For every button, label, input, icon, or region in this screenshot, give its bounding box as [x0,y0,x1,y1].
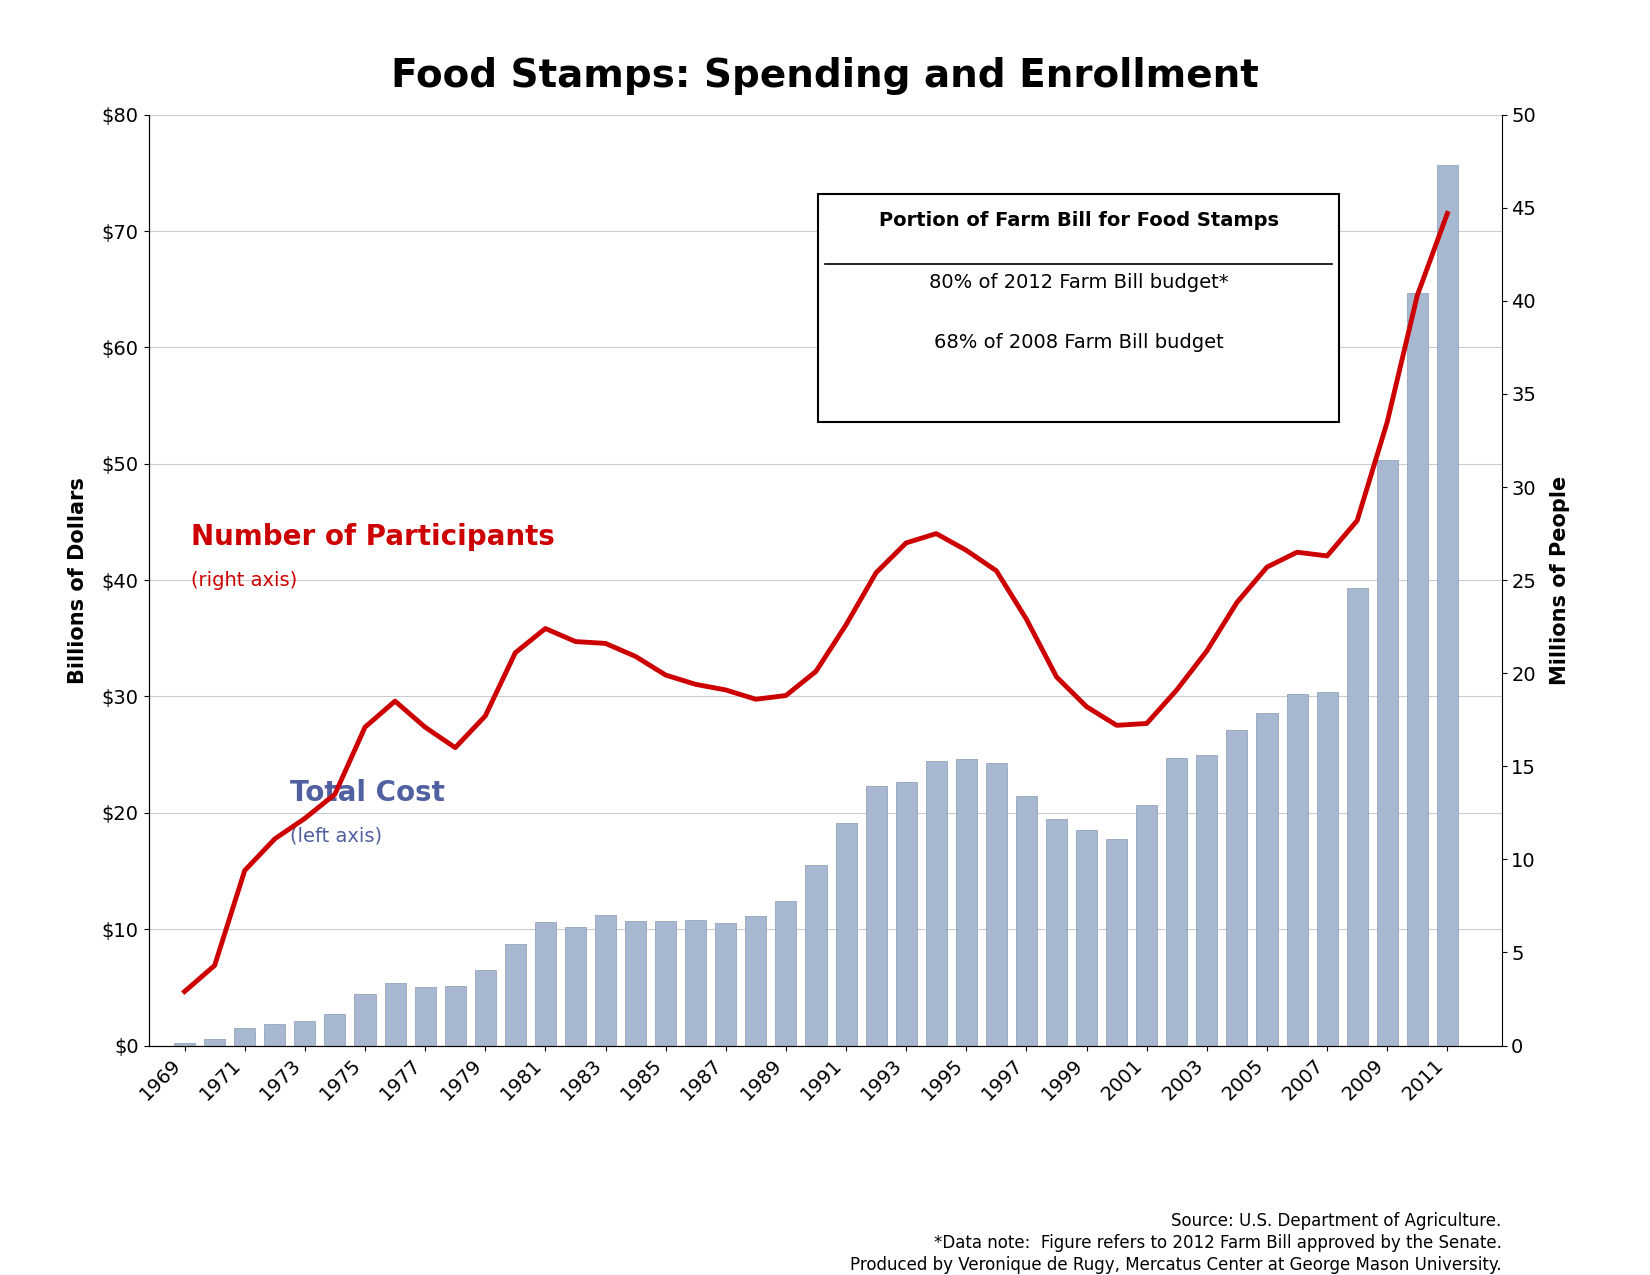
Bar [1046,819,1068,1046]
Text: Source: U.S. Department of Agriculture.: Source: U.S. Department of Agriculture. [1172,1213,1502,1230]
Bar [1287,695,1307,1046]
Bar [835,822,856,1046]
Bar [776,901,797,1046]
Text: Portion of Farm Bill for Food Stamps: Portion of Farm Bill for Food Stamps [879,210,1279,229]
Bar [1256,713,1277,1046]
Bar [1137,805,1157,1046]
Bar [866,785,886,1046]
Bar [505,944,526,1046]
Bar [173,1043,195,1046]
Bar [205,1039,224,1046]
Bar [264,1024,285,1046]
Bar [1016,797,1036,1046]
Bar [896,782,917,1046]
Title: Food Stamps: Spending and Enrollment: Food Stamps: Spending and Enrollment [391,57,1259,94]
Text: 68% of 2008 Farm Bill budget: 68% of 2008 Farm Bill budget [934,334,1224,352]
Bar [1407,293,1427,1046]
Bar [1376,459,1398,1046]
Bar [1076,830,1097,1046]
Bar [746,915,766,1046]
Bar [655,921,676,1046]
Y-axis label: Millions of People: Millions of People [1549,476,1571,685]
Bar [234,1028,256,1046]
Bar [444,986,465,1046]
Bar [596,915,615,1046]
Bar [714,923,736,1046]
Bar [1167,757,1188,1046]
Text: *Data note:  Figure refers to 2012 Farm Bill approved by the Senate.: *Data note: Figure refers to 2012 Farm B… [934,1234,1502,1252]
Bar [1226,731,1247,1046]
Bar [325,1014,345,1046]
Bar [414,987,436,1046]
Text: Number of Participants: Number of Participants [191,523,554,551]
Bar [955,759,977,1046]
Text: (right axis): (right axis) [191,571,297,590]
Bar [805,866,827,1046]
Text: Total Cost: Total Cost [290,779,446,807]
Bar [625,921,647,1046]
Y-axis label: Billions of Dollars: Billions of Dollars [68,477,87,683]
Bar [564,927,586,1046]
Bar [384,983,406,1046]
Bar [926,761,947,1046]
Bar [294,1021,315,1046]
FancyBboxPatch shape [818,194,1340,422]
Bar [1317,692,1338,1046]
Bar [685,921,706,1046]
Text: 80% of 2012 Farm Bill budget*: 80% of 2012 Farm Bill budget* [929,273,1229,292]
Bar [1106,839,1127,1046]
Text: (left axis): (left axis) [290,827,381,845]
Bar [355,994,376,1046]
Bar [1346,588,1368,1046]
Bar [475,970,495,1046]
Bar [1196,755,1218,1046]
Bar [1437,164,1459,1046]
Text: Produced by Veronique de Rugy, Mercatus Center at George Mason University.: Produced by Veronique de Rugy, Mercatus … [850,1256,1502,1274]
Bar [535,922,556,1046]
Bar [985,762,1006,1046]
